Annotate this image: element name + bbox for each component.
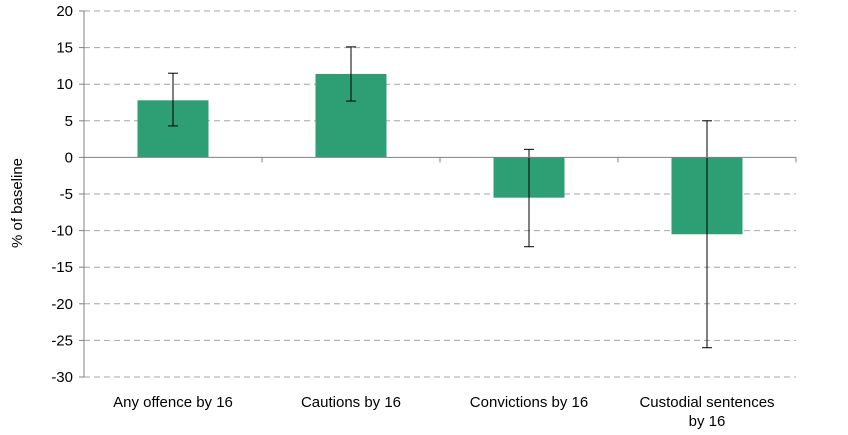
axes — [83, 11, 797, 377]
category-label: Any offence by 16 — [113, 394, 233, 411]
y-tick-label: -15 — [51, 259, 73, 276]
category-label: Custodial sentences by 16 — [639, 394, 774, 430]
y-tick-label: 5 — [65, 113, 73, 130]
y-tick-label: 0 — [65, 149, 73, 166]
bars — [137, 73, 743, 235]
y-tick-label: -10 — [51, 223, 73, 240]
y-tick-label: -5 — [60, 186, 73, 203]
category-labels: Any offence by 16 Cautions by 16 Convictio… — [113, 394, 774, 430]
error-bars — [168, 46, 712, 349]
y-tick-label: 15 — [56, 40, 73, 57]
y-tick-label: 20 — [56, 3, 73, 20]
y-tick-label: -20 — [51, 296, 73, 313]
y-tick-labels: 20 15 10 5 0 -5 -10 -15 -20 -25 -30 — [51, 3, 84, 386]
category-label: Convictions by 16 — [470, 394, 588, 411]
y-tick-label: -25 — [51, 332, 73, 349]
y-tick-label: 10 — [56, 76, 73, 93]
y-axis-title: % of baseline — [9, 158, 26, 248]
y-tick-label: -30 — [51, 369, 73, 386]
category-label: Cautions by 16 — [301, 394, 401, 411]
